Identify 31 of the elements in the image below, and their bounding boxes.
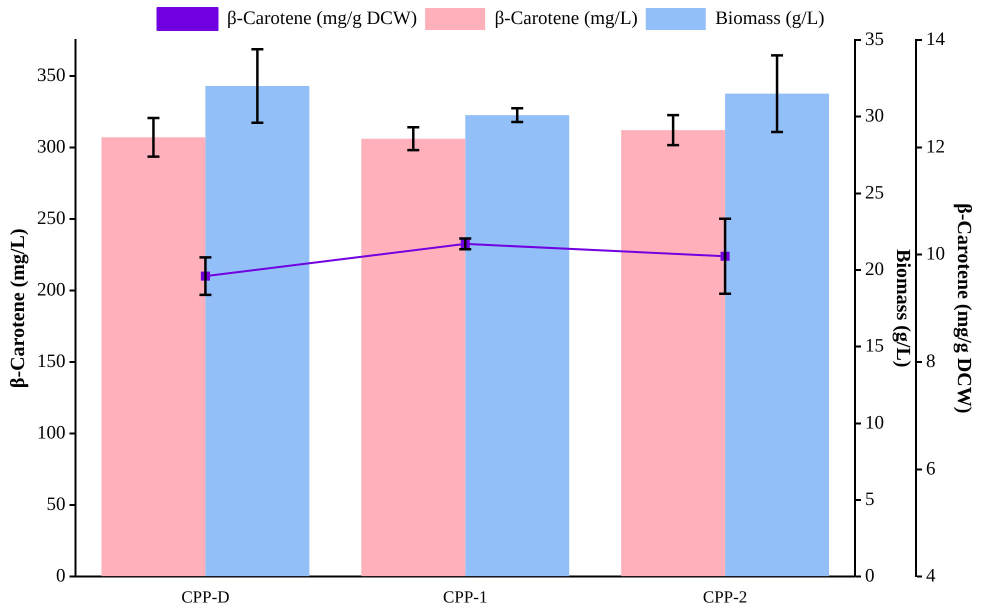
y3-tick-label: 8 bbox=[926, 350, 936, 372]
y-tick-label: 100 bbox=[37, 422, 66, 444]
y2-tick-label: 15 bbox=[865, 336, 884, 357]
y2-tick-label: 5 bbox=[865, 488, 874, 510]
y2-tick-label: 20 bbox=[865, 258, 884, 280]
y2-tick-label: 10 bbox=[865, 412, 884, 434]
x-tick-label: CPP-1 bbox=[443, 587, 488, 606]
y-tick-label: 0 bbox=[56, 566, 66, 587]
y-tick-label: 350 bbox=[37, 64, 66, 86]
y2-axis-title: Biomass (g/L) bbox=[892, 249, 914, 368]
x-tick-label: CPP-2 bbox=[702, 587, 748, 606]
y3-tick-label: 10 bbox=[926, 244, 945, 265]
y3-tick-label: 12 bbox=[926, 136, 945, 158]
y2-tick-label: 30 bbox=[865, 106, 884, 127]
x-tick-label: CPP-D bbox=[181, 587, 230, 606]
y-axis-title: β-Carotene (mg/L) bbox=[7, 228, 30, 388]
y2-tick-label: 0 bbox=[865, 566, 874, 587]
y-tick-label: 50 bbox=[46, 494, 66, 516]
y-tick-label: 200 bbox=[37, 279, 66, 300]
y2-tick-label: 35 bbox=[865, 28, 884, 50]
legend-label: β-Carotene (mg/g DCW) bbox=[227, 8, 418, 29]
y3-tick-label: 4 bbox=[926, 566, 936, 587]
y-tick-label: 250 bbox=[37, 208, 66, 229]
y3-tick-label: 6 bbox=[926, 458, 936, 480]
y3-tick-label: 14 bbox=[926, 28, 946, 50]
y-tick-label: 300 bbox=[37, 136, 66, 158]
legend-label: β-Carotene (mg/L) bbox=[494, 8, 638, 29]
legend-label: Biomass (g/L) bbox=[715, 8, 825, 29]
y3-axis-title: β-Carotene (mg/g DCW) bbox=[952, 203, 975, 414]
y2-tick-label: 25 bbox=[865, 182, 884, 204]
y-tick-label: 150 bbox=[37, 350, 66, 372]
